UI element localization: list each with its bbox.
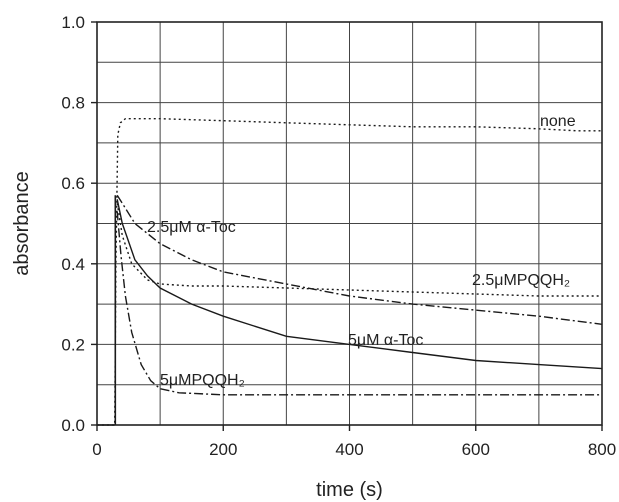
series-labels: none 2.5μM α-Toc 2.5μMPQQH₂ 5μM α-Toc 5μ… — [147, 113, 576, 389]
x-tick-label: 0 — [92, 440, 101, 459]
series-line-1 — [116, 194, 603, 325]
series-line-3 — [116, 199, 603, 370]
y-tick-label: 0.4 — [61, 255, 85, 274]
series-label-2-5um-alpha-toc: 2.5μM α-Toc — [147, 219, 236, 236]
series-line-4 — [116, 211, 602, 396]
y-tick-label: 0.0 — [61, 416, 85, 435]
x-tick-label: 600 — [462, 440, 490, 459]
x-tick-label: 200 — [209, 440, 237, 459]
x-tick-label: 400 — [335, 440, 363, 459]
series-label-5um-alpha-toc: 5μM α-Toc — [348, 332, 423, 349]
y-tick-label: 0.2 — [61, 335, 85, 354]
tick-labels: 0 200 400 600 800 0.0 0.2 0.4 0.6 0.8 1.0 — [61, 13, 616, 459]
x-tick-label: 800 — [588, 440, 616, 459]
series-line-2 — [116, 203, 602, 297]
series-label-2-5um-pqqh2: 2.5μMPQQH₂ — [472, 272, 570, 289]
y-tick-label: 0.8 — [61, 94, 85, 113]
y-tick-label: 1.0 — [61, 13, 85, 32]
grid-lines — [97, 22, 602, 425]
series-label-5um-pqqh2: 5μMPQQH₂ — [160, 372, 245, 389]
y-axis-title: absorbance — [11, 171, 33, 276]
series-label-none: none — [540, 113, 576, 130]
series-lines — [97, 117, 603, 426]
x-axis-title: time (s) — [316, 479, 383, 501]
y-tick-label: 0.6 — [61, 174, 85, 193]
